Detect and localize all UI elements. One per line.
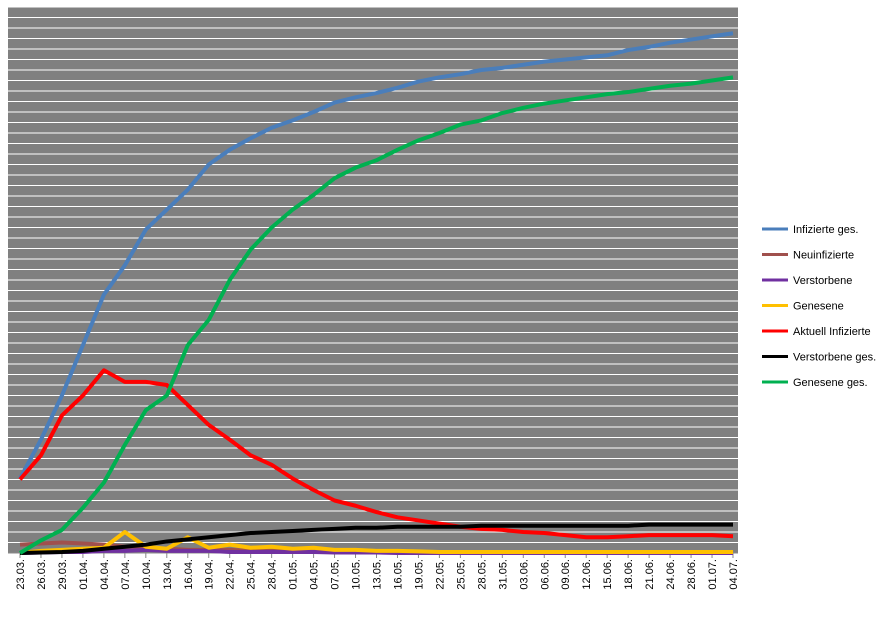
x-tick-label: 18.06. <box>623 559 635 590</box>
x-tick-label: 28.05. <box>476 559 488 590</box>
legend-label: Genesene ges. <box>793 377 868 389</box>
x-tick-label: 04.05. <box>309 559 321 590</box>
x-tick-label: 15.06. <box>602 559 614 590</box>
x-tick-label: 13.05. <box>372 559 384 590</box>
x-tick-label: 04.07. <box>728 559 740 590</box>
x-tick-label: 01.07. <box>707 559 719 590</box>
x-tick-label: 13.04. <box>162 559 174 590</box>
x-tick-label: 07.04. <box>120 559 132 590</box>
series-line <box>18 368 734 540</box>
x-tick-label: 23.03. <box>15 559 27 590</box>
x-tick-label: 22.04. <box>225 559 237 590</box>
x-tick-label: 01.05. <box>288 559 300 590</box>
x-tick-label: 26.03. <box>36 559 48 590</box>
series-line <box>19 530 733 555</box>
series-line <box>18 31 734 480</box>
x-tick-label: 03.06. <box>518 559 530 590</box>
legend-label: Genesene <box>793 301 844 313</box>
x-tick-label: 28.04. <box>267 559 279 590</box>
x-tick-label: 31.05. <box>497 559 509 590</box>
x-tick-label: 24.06. <box>665 559 677 590</box>
series-line <box>19 522 733 555</box>
series-line <box>18 75 734 555</box>
x-tick-label: 19.05. <box>413 559 425 590</box>
x-tick-label: 12.06. <box>581 559 593 590</box>
x-tick-label: 29.03. <box>57 559 69 590</box>
x-tick-label: 16.05. <box>392 559 404 590</box>
legend-label: Infizierte ges. <box>793 224 858 236</box>
x-tick-label: 06.06. <box>539 559 551 590</box>
x-tick-label: 19.04. <box>204 559 216 590</box>
x-tick-label: 04.04. <box>99 559 111 590</box>
legend-label: Verstorbene ges. <box>793 352 876 364</box>
legend-label: Neuinfizierte <box>793 250 854 262</box>
x-tick-label: 16.04. <box>183 559 195 590</box>
legend-label: Verstorbene <box>793 275 852 287</box>
x-tick-label: 07.05. <box>330 559 342 590</box>
x-tick-label: 10.04. <box>141 559 153 590</box>
x-tick-label: 25.04. <box>246 559 258 590</box>
x-tick-label: 09.06. <box>560 559 572 590</box>
legend-label: Aktuell Infizierte <box>793 326 871 338</box>
x-tick-label: 22.05. <box>434 559 446 590</box>
x-tick-label: 21.06. <box>644 559 656 590</box>
x-tick-label: 28.06. <box>686 559 698 590</box>
x-tick-label: 10.05. <box>351 559 363 590</box>
x-tick-label: 01.04. <box>78 559 90 590</box>
x-tick-label: 25.05. <box>455 559 467 590</box>
